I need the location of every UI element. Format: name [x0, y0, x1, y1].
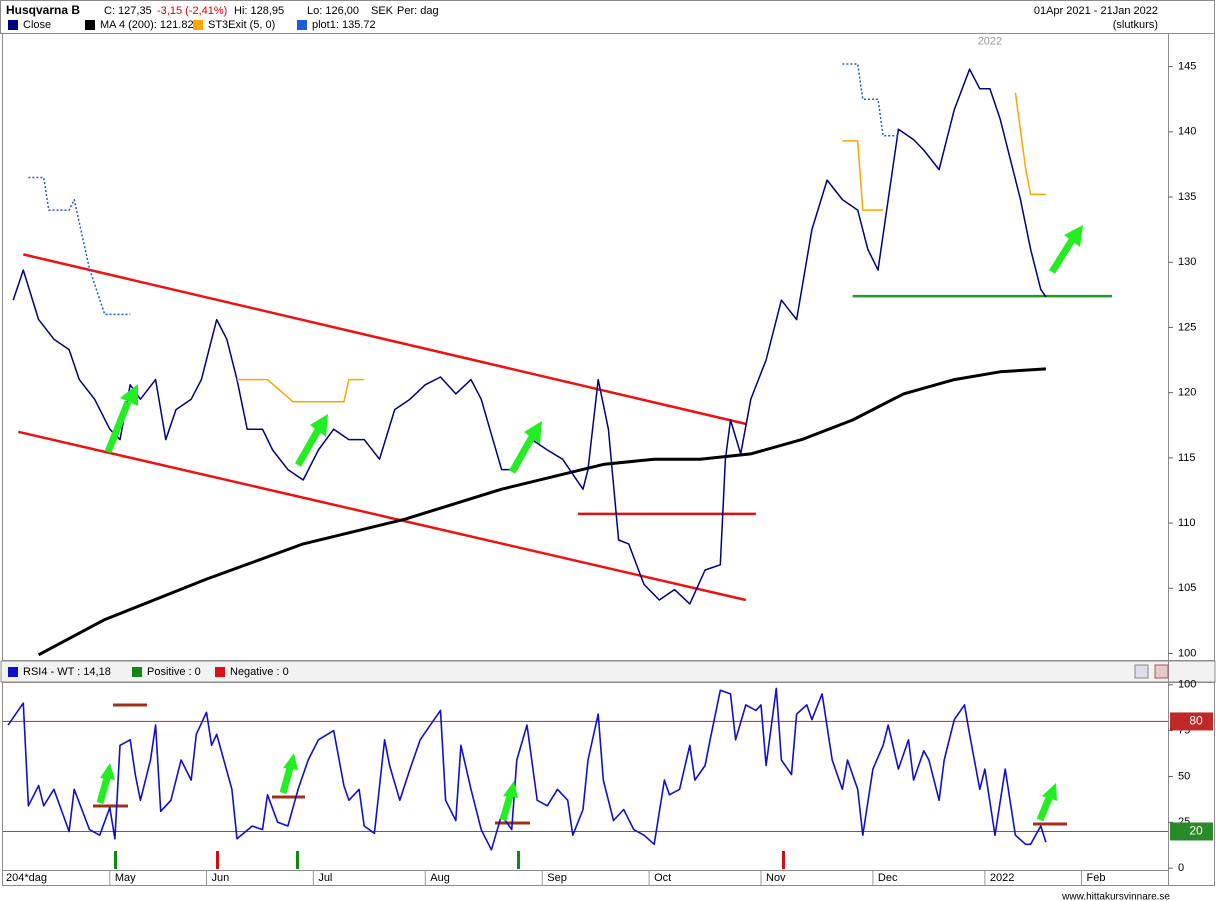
- y-tick-label: 105: [1178, 582, 1196, 594]
- close-button[interactable]: [1154, 664, 1169, 679]
- date-range: 01Apr 2021 - 21Jan 2022: [1034, 5, 1158, 17]
- rsi-panel-frame: [2, 682, 1215, 886]
- level-label-box: [1170, 822, 1213, 841]
- series-line: [37, 367, 1046, 657]
- legend-label: Positive : 0: [147, 666, 201, 678]
- x-tick-label: Jun: [211, 872, 229, 884]
- price-type: (slutkurs): [1113, 19, 1158, 31]
- level-label: 20: [1189, 824, 1203, 838]
- y-tick-label: 140: [1178, 126, 1196, 138]
- trend-line: [23, 253, 747, 426]
- period-text: Per: dag: [397, 5, 439, 17]
- legend-swatch: [193, 20, 203, 30]
- y-tick-label: 0: [1178, 862, 1184, 874]
- change-text: -3,15 (-2,41%): [157, 5, 227, 17]
- y-tick-label: 110: [1178, 517, 1196, 529]
- symbol: Husqvarna B: [6, 3, 80, 17]
- high-text: Hi: 128,95: [234, 5, 284, 17]
- annotation: 2022: [978, 36, 1002, 48]
- series-line: [28, 63, 899, 316]
- x-axis-label: 204*dag: [6, 872, 47, 884]
- y-tick-label: 130: [1178, 256, 1196, 268]
- x-tick-label: Jul: [318, 872, 332, 884]
- low-text: Lo: 126,00: [307, 5, 359, 17]
- level-label-box: [1170, 712, 1213, 731]
- plot-layer: 100 105 110 115 120 125 130 135 140 145 Close MA 4 …: [3, 19, 1213, 885]
- close-text: C: 127,35: [104, 5, 152, 17]
- y-tick-label: 100: [1178, 679, 1196, 691]
- legend-swatch: [215, 667, 225, 677]
- legend-swatch: [8, 20, 18, 30]
- y-tick-label: 125: [1178, 321, 1196, 333]
- legend-label: MA 4 (200): 121.82: [100, 19, 194, 31]
- tool-button[interactable]: [1134, 664, 1149, 679]
- y-tick-label: 115: [1178, 452, 1196, 464]
- legend-label: RSI4 - WT : 14,18: [23, 666, 111, 678]
- x-tick-label: May: [115, 872, 136, 884]
- level-label: 80: [1189, 714, 1203, 728]
- x-tick-label: 2022: [990, 872, 1014, 884]
- legend-swatch: [132, 667, 142, 677]
- legend-label: plot1: 135.72: [312, 19, 376, 31]
- x-tick-label: Dec: [878, 872, 898, 884]
- legend-swatch: [8, 667, 18, 677]
- arrows: [96, 225, 1083, 822]
- x-tick-label: Nov: [766, 872, 786, 884]
- x-tick-label: Feb: [1087, 872, 1106, 884]
- legend-swatch: [297, 20, 307, 30]
- y-tick-label: 100: [1178, 647, 1196, 659]
- x-tick-label: Sep: [547, 872, 567, 884]
- y-tick-label: 145: [1178, 61, 1196, 73]
- x-tick-label: Aug: [430, 872, 450, 884]
- legend-label: ST3Exit (5, 0): [208, 19, 275, 31]
- y-tick-label: 135: [1178, 191, 1196, 203]
- y-tick-label: 50: [1178, 770, 1190, 782]
- legend-label: Close: [23, 19, 51, 31]
- series-line: [12, 68, 1047, 605]
- series-line: [7, 687, 1047, 851]
- y-tick-label: 120: [1178, 387, 1196, 399]
- x-tick-label: Oct: [654, 872, 671, 884]
- legend-label: Negative : 0: [230, 666, 289, 678]
- footer-url: www.hittakursvinnare.se: [1061, 892, 1170, 901]
- currency-text: SEK: [371, 5, 394, 17]
- series-line: [237, 92, 1046, 403]
- trend-line: [18, 430, 747, 602]
- legend-swatch: [85, 20, 95, 30]
